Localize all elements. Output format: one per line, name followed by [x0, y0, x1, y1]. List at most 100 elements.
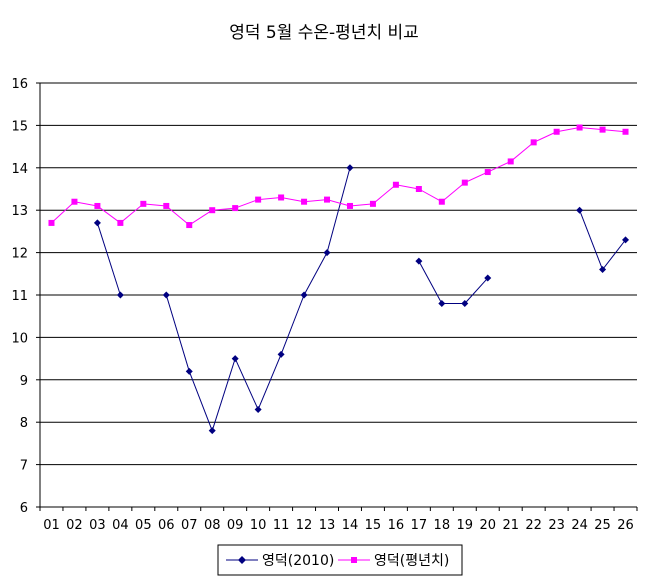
- x-tick-label-08: 08: [204, 518, 221, 533]
- series-1-segment-16: [395, 184, 419, 190]
- series-1-segment-10: [258, 196, 282, 201]
- series-0-segment-06: [165, 294, 190, 372]
- gridlines: [40, 82, 637, 466]
- series-1-segment-11: [281, 196, 305, 203]
- x-tick-label-23: 23: [548, 518, 565, 533]
- y-tick-label-10: 10: [11, 331, 28, 346]
- series-0-point-17: [415, 257, 423, 265]
- x-tick-label-04: 04: [112, 518, 129, 533]
- series-0-point-04: [116, 291, 124, 299]
- series-1-point-14: [346, 202, 353, 209]
- series-1-segment-24: [579, 127, 603, 131]
- series-1-point-20: [484, 169, 491, 176]
- series-1-segment-01: [51, 201, 75, 224]
- y-tick-label-14: 14: [11, 162, 28, 177]
- series-0-point-18: [438, 299, 446, 307]
- series-0-segment-11: [280, 294, 305, 355]
- series-1-point-22: [530, 139, 537, 146]
- series-1-segment-08: [212, 207, 236, 211]
- x-tick-label-19: 19: [457, 518, 474, 533]
- chart-title: 영덕 5월 수온-평년치 비교: [229, 23, 419, 43]
- series-0-segment-12: [303, 252, 328, 296]
- series-1-point-16: [392, 181, 399, 188]
- x-tick-label-09: 09: [227, 518, 244, 533]
- x-tick-label-03: 03: [89, 518, 106, 533]
- series-0-segment-25: [602, 239, 626, 270]
- y-tick-label-6: 6: [20, 501, 28, 516]
- series-1-segment-25: [602, 129, 626, 133]
- series-1-point-01: [48, 219, 55, 226]
- x-tick-label-26: 26: [617, 518, 634, 533]
- series-1-point-12: [301, 198, 308, 205]
- legend-label-2010: 영덕(2010): [262, 553, 334, 569]
- series-0-point-12: [300, 291, 308, 299]
- series-1-point-21: [507, 158, 514, 165]
- series-1-segment-19: [464, 171, 488, 184]
- series-0-segment-13: [326, 167, 351, 253]
- series-0-point-10: [254, 405, 262, 413]
- series-1-segment-07: [188, 209, 213, 226]
- x-tick-label-02: 02: [66, 518, 83, 533]
- series-1-point-11: [278, 194, 285, 201]
- x-tick-label-21: 21: [502, 518, 519, 533]
- y-tick-label-8: 8: [20, 416, 28, 431]
- series-0-point-24: [576, 206, 584, 214]
- x-tick-label-11: 11: [273, 518, 290, 533]
- series-1-segment-13: [326, 199, 351, 207]
- series-1-segment-21: [510, 141, 534, 162]
- x-tick-label-15: 15: [365, 518, 382, 533]
- series-0-segment-03: [96, 222, 121, 296]
- series-1: [48, 124, 629, 229]
- series-1-segment-23: [556, 127, 580, 133]
- series-1-segment-20: [487, 160, 511, 173]
- series-0-point-06: [162, 291, 170, 299]
- series-0-point-13: [323, 249, 331, 257]
- series-1-segment-22: [533, 131, 557, 143]
- series-0-segment-09: [234, 358, 259, 410]
- y-tick-label-13: 13: [11, 204, 28, 219]
- x-tick-label-01: 01: [43, 518, 60, 533]
- series-0-segment-07: [188, 371, 213, 431]
- series-1-segment-02: [74, 201, 98, 207]
- series-0-point-08: [208, 427, 216, 435]
- series-0-point-20: [484, 274, 492, 282]
- y-tick-label-7: 7: [20, 459, 28, 474]
- series-0-segment-24: [579, 210, 604, 270]
- legend-label-normal: 영덕(평년치): [374, 553, 449, 569]
- series-1-segment-03: [97, 205, 121, 224]
- series-1-segment-18: [441, 182, 466, 203]
- x-tick-label-12: 12: [296, 518, 313, 533]
- series-0-point-26: [622, 236, 630, 244]
- x-tick-label-10: 10: [250, 518, 267, 533]
- series-1-segment-14: [349, 203, 373, 207]
- series-1-point-26: [622, 128, 629, 135]
- x-tick-label-14: 14: [342, 518, 359, 533]
- legend: 영덕(2010) 영덕(평년치): [217, 544, 463, 576]
- series-0-point-09: [231, 355, 239, 363]
- series-1-segment-12: [304, 199, 328, 203]
- series-1-point-07: [186, 222, 193, 229]
- series-0-point-11: [277, 350, 285, 358]
- y-tick-label-12: 12: [11, 247, 28, 262]
- series-1-segment-17: [418, 188, 443, 203]
- series-group: [48, 124, 630, 435]
- legend-marker-2010: [238, 556, 246, 564]
- series-1-segment-04: [120, 203, 144, 224]
- series-0-point-19: [461, 299, 469, 307]
- series-1-point-04: [117, 219, 124, 226]
- y-tick-labels: 6 7 8 9 10 11 12 13 14 15 16: [11, 77, 28, 516]
- series-1-point-18: [438, 198, 445, 205]
- axes: [36, 82, 638, 511]
- series-0-point-07: [185, 367, 193, 375]
- series-1-segment-15: [372, 184, 397, 205]
- series-0-point-14: [346, 164, 354, 172]
- series-1-point-17: [415, 186, 422, 192]
- x-tick-label-06: 06: [158, 518, 175, 533]
- series-1-point-15: [369, 200, 376, 207]
- y-tick-label-9: 9: [20, 374, 28, 389]
- series-1-point-03: [94, 202, 101, 209]
- series-1-segment-06: [165, 205, 190, 226]
- x-tick-label-05: 05: [135, 518, 152, 533]
- series-0-point-25: [599, 266, 607, 274]
